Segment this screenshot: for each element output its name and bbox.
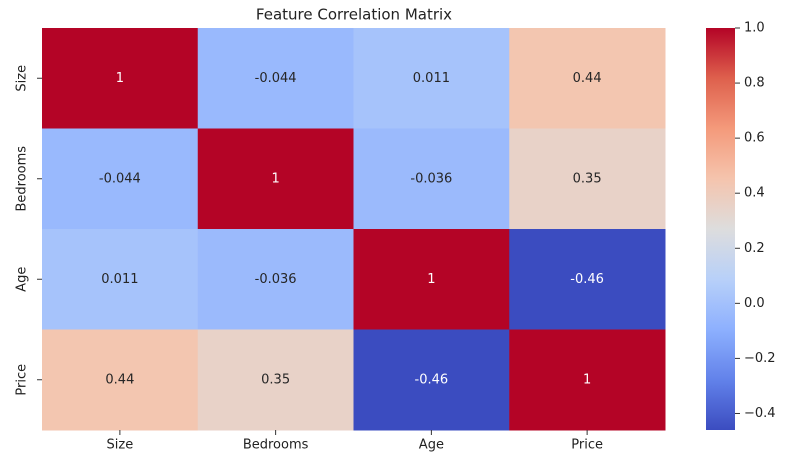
x-tick-label: Bedrooms <box>243 438 309 453</box>
colorbar-tick-label: 0.6 <box>744 131 765 146</box>
heatmap-cell <box>42 128 199 230</box>
colorbar <box>706 28 735 430</box>
cell-label: 1 <box>116 71 124 86</box>
heatmap-cell <box>197 229 354 330</box>
colorbar-tick-label: 0.0 <box>744 296 765 311</box>
y-tick-label: Size <box>15 65 30 92</box>
colorbar-tick-label: 0.8 <box>744 76 765 91</box>
heatmap-cell <box>197 329 354 431</box>
cell-label: 0.011 <box>413 71 450 86</box>
heatmap-cell <box>42 28 199 129</box>
y-tick-label: Age <box>15 267 30 292</box>
cell-label: -0.044 <box>255 71 297 86</box>
heatmap-cell <box>509 128 666 230</box>
heatmap-cell <box>509 329 666 431</box>
heatmap-cell <box>509 229 666 330</box>
cell-label: 0.35 <box>261 372 290 387</box>
heatmap-cell <box>353 229 510 330</box>
cell-label: -0.46 <box>415 372 449 387</box>
colorbar-tick-label: 0.2 <box>744 241 765 256</box>
colorbar-tick-label: −0.4 <box>744 406 776 421</box>
heatmap-cell <box>197 128 354 230</box>
heatmap-cell <box>509 28 666 129</box>
heatmap-cell <box>42 229 199 330</box>
y-tick-label: Bedrooms <box>15 146 30 212</box>
heatmap-cell <box>42 329 199 431</box>
cell-label: -0.46 <box>570 272 604 287</box>
cell-label: 1 <box>427 272 435 287</box>
heatmap-cell <box>353 128 510 230</box>
colorbar-tick-label: 0.4 <box>744 186 765 201</box>
heatmap-cell <box>197 28 354 129</box>
cell-label: 0.35 <box>573 171 602 186</box>
cell-label: 0.44 <box>573 71 602 86</box>
colorbar-tick-label: 1.0 <box>744 21 765 36</box>
chart-title: Feature Correlation Matrix <box>256 6 452 24</box>
cell-label: -0.036 <box>410 171 452 186</box>
x-tick-label: Price <box>571 438 603 453</box>
cell-label: 1 <box>271 171 279 186</box>
cell-label: 0.011 <box>101 272 138 287</box>
x-tick-label: Age <box>419 438 444 453</box>
cell-label: -0.044 <box>99 171 141 186</box>
heatmap-cell <box>353 329 510 431</box>
cell-label: 1 <box>583 372 591 387</box>
cell-label: 0.44 <box>105 372 134 387</box>
x-tick-label: Size <box>107 438 134 453</box>
cell-label: -0.036 <box>255 272 297 287</box>
heatmap-cell <box>353 28 510 129</box>
colorbar-tick-label: −0.2 <box>744 351 776 366</box>
y-tick-label: Price <box>15 364 30 396</box>
